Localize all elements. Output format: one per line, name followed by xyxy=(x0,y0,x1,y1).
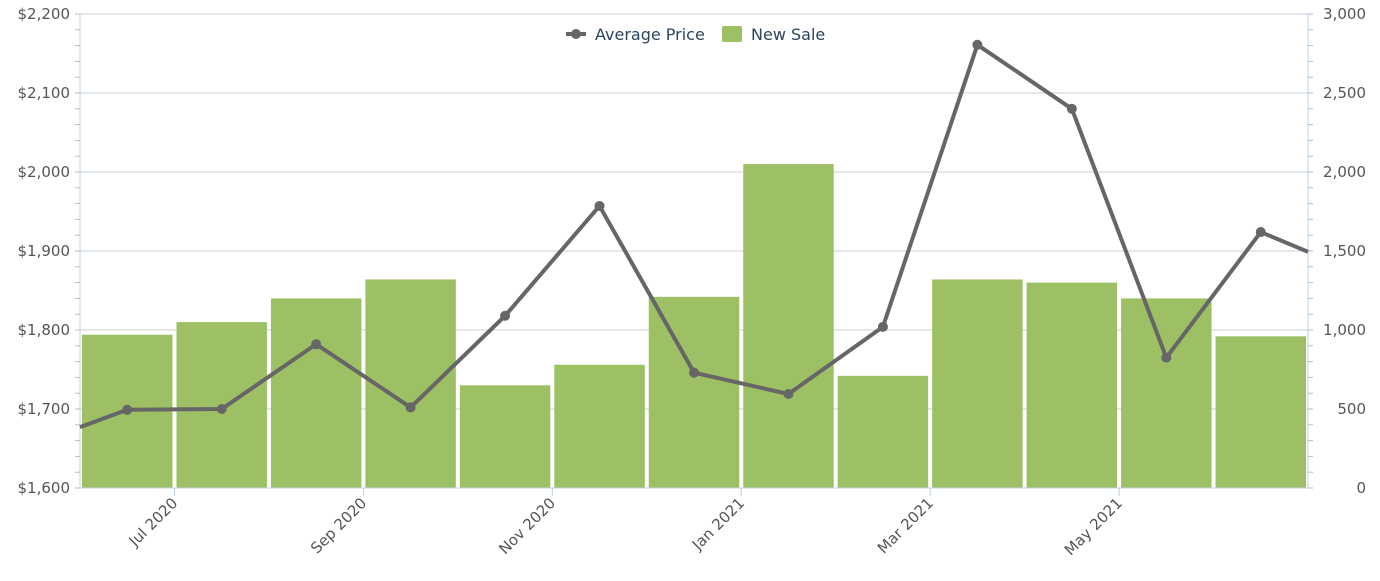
y-left-tick-label: $2,100 xyxy=(18,84,71,102)
bar-new-sale[interactable] xyxy=(554,364,645,488)
x-tick-label: Jul 2020 xyxy=(125,494,182,551)
y-left-tick-label: $1,600 xyxy=(18,479,71,497)
bar-swatch-icon xyxy=(722,26,742,42)
x-tick-label: Mar 2021 xyxy=(874,494,937,557)
bar-new-sale[interactable] xyxy=(932,279,1023,488)
legend[interactable]: Average Price New Sale xyxy=(566,25,825,44)
bar-series xyxy=(82,164,1306,488)
average-price-point[interactable] xyxy=(1255,227,1266,238)
average-price-point[interactable] xyxy=(689,367,699,378)
x-tick-label: Jan 2021 xyxy=(688,494,748,554)
y-left-tick-label: $2,000 xyxy=(18,163,71,181)
bar-new-sale[interactable] xyxy=(459,385,551,488)
x-tick-label: Nov 2020 xyxy=(495,494,559,558)
axes xyxy=(75,13,1313,489)
legend-label: Average Price xyxy=(595,25,705,44)
right-axis-ticks: 0 500 1,000 1,500 2,000 2,500 3,000 xyxy=(1323,5,1366,497)
y-left-tick-label: $1,900 xyxy=(18,242,71,260)
y-right-tick-label: 500 xyxy=(1337,400,1366,418)
average-price-point[interactable] xyxy=(783,388,794,399)
average-price-point[interactable] xyxy=(1066,103,1077,114)
legend-label: New Sale xyxy=(751,25,825,44)
bar-new-sale[interactable] xyxy=(837,375,929,488)
y-left-tick-label: $2,200 xyxy=(18,5,71,23)
legend-item-new-sale[interactable]: New Sale xyxy=(722,25,825,44)
bar-new-sale[interactable] xyxy=(743,164,834,488)
bar-new-sale[interactable] xyxy=(1121,298,1212,488)
x-tick-label: Sep 2020 xyxy=(307,494,370,557)
average-price-point[interactable] xyxy=(1161,352,1172,363)
bar-new-sale[interactable] xyxy=(365,279,456,488)
line-series xyxy=(79,39,1309,430)
y-right-tick-label: 2,500 xyxy=(1323,84,1366,102)
left-axis-ticks: $1,600 $1,700 $1,800 $1,900 $2,000 $2,100 $2,2… xyxy=(18,5,71,497)
average-price-point[interactable] xyxy=(405,402,416,413)
y-right-tick-label: 1,500 xyxy=(1323,242,1366,260)
y-right-tick-label: 2,000 xyxy=(1323,163,1366,181)
bar-new-sale[interactable] xyxy=(648,296,740,488)
average-price-point[interactable] xyxy=(500,310,511,321)
bar-new-sale[interactable] xyxy=(1026,282,1118,488)
x-axis-ticks: Jul 2020 Sep 2020 Nov 2020 Jan 2021 Mar 2021… xyxy=(125,488,1126,559)
y-right-tick-label: 1,000 xyxy=(1323,321,1366,339)
x-tick-label: May 2021 xyxy=(1061,494,1126,559)
bar-new-sale[interactable] xyxy=(1215,336,1306,488)
average-price-point[interactable] xyxy=(122,404,133,415)
legend-item-average-price[interactable]: Average Price xyxy=(566,25,705,44)
y-left-tick-label: $1,700 xyxy=(18,400,71,418)
average-price-point[interactable] xyxy=(877,321,888,332)
average-price-point[interactable] xyxy=(972,39,983,50)
line-marker-icon xyxy=(571,29,581,39)
average-price-point[interactable] xyxy=(311,339,322,350)
y-left-tick-label: $1,800 xyxy=(18,321,71,339)
average-price-point[interactable] xyxy=(216,404,227,414)
bar-new-sale[interactable] xyxy=(270,298,362,488)
y-right-tick-label: 3,000 xyxy=(1323,5,1366,23)
y-right-tick-label: 0 xyxy=(1356,479,1366,497)
average-price-point[interactable] xyxy=(594,200,605,211)
